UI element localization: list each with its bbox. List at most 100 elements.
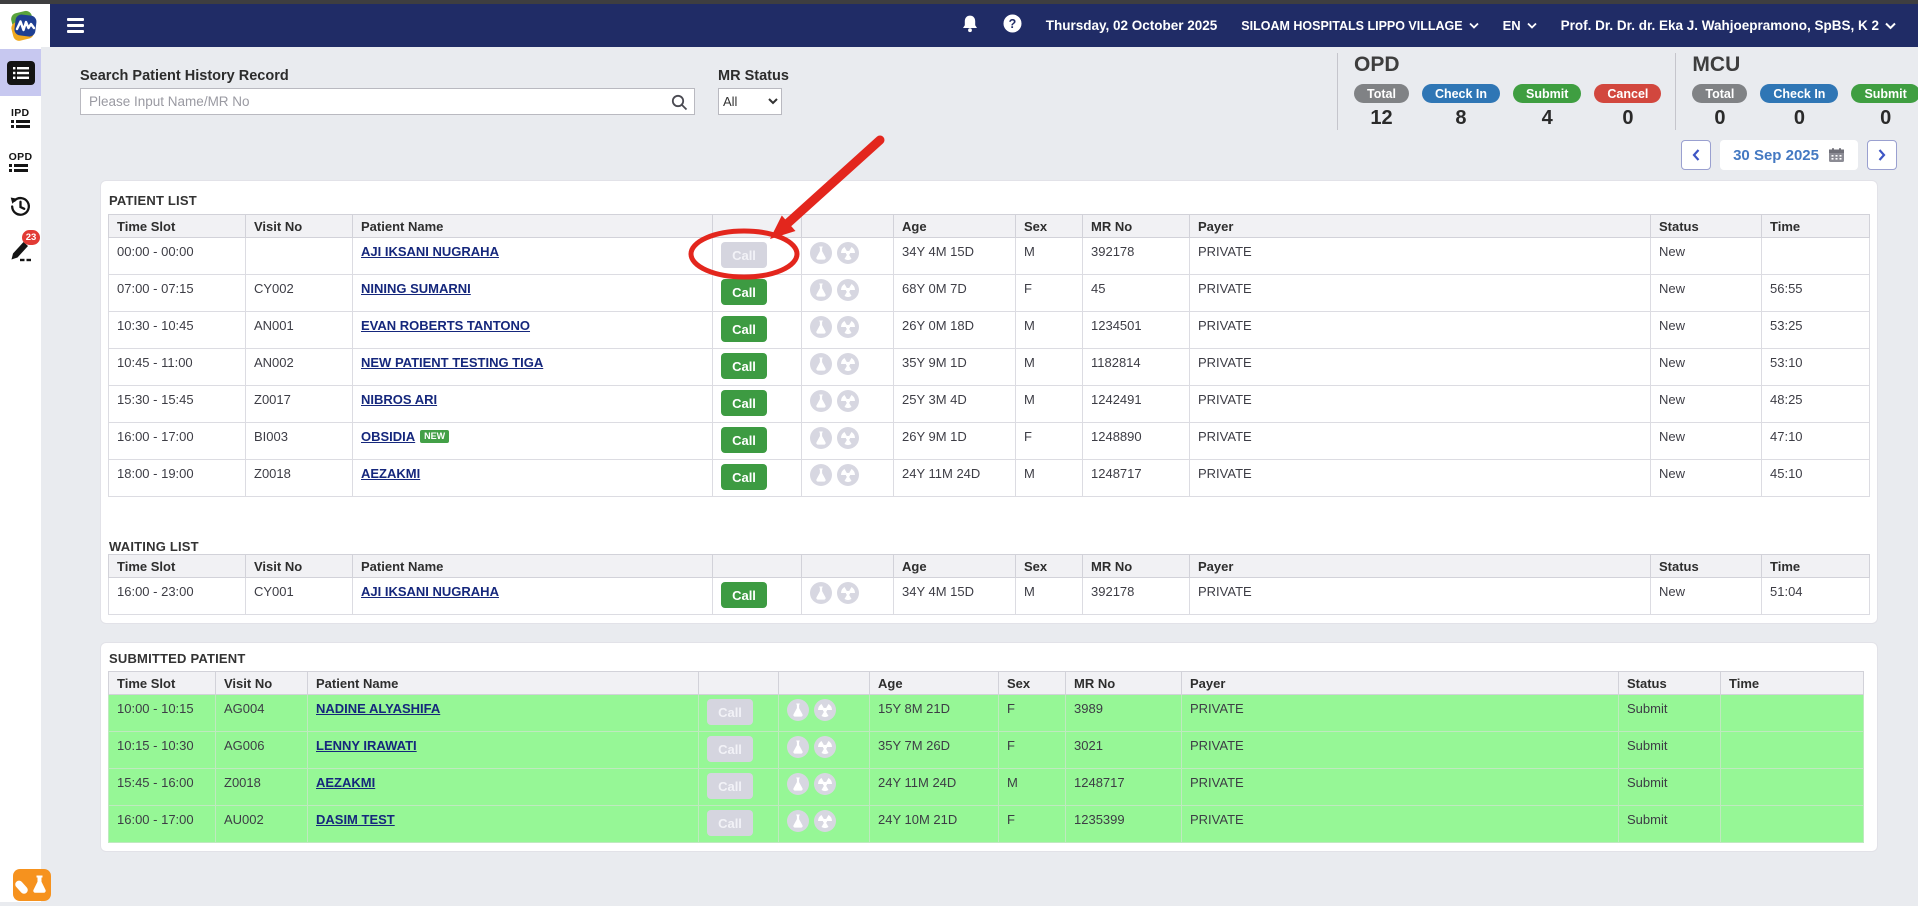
patient-name-link[interactable]: OBSIDIA — [361, 429, 416, 444]
cell-call: Call — [712, 577, 802, 615]
waiting-list-table: Time Slot Visit No Patient Name Age Sex MR No… — [108, 554, 1870, 615]
patient-name-link[interactable]: AEZAKMI — [316, 775, 376, 790]
call-button[interactable]: Call — [721, 390, 767, 416]
opd-title: OPD — [1354, 53, 1400, 76]
column-header — [801, 554, 894, 578]
submitted-patient-title: SUBMITTED PATIENT — [109, 651, 246, 666]
cell-patient-name: EVAN ROBERTS TANTONO — [352, 311, 713, 349]
patient-name-link[interactable]: NADINE ALYASHIFA — [316, 701, 441, 716]
cell-payer: PRIVATE — [1181, 805, 1619, 843]
cell-patient-name: NEW PATIENT TESTING TIGA — [352, 348, 713, 386]
cell-mr-no: 3021 — [1065, 731, 1182, 769]
cell-patient-name: AJI IKSANI NUGRAHA — [352, 577, 713, 615]
submitted-patient-table: Time Slot Visit No Patient Name Age Sex MR No… — [108, 671, 1864, 843]
column-header: Sex — [1015, 554, 1083, 578]
cell-icons — [778, 694, 870, 732]
cell-icons — [801, 459, 894, 497]
cell-patient-name: NIBROS ARI — [352, 385, 713, 423]
patient-name-link[interactable]: LENNY IRAWATI — [316, 738, 417, 753]
cell-payer: PRIVATE — [1189, 237, 1651, 275]
next-day-button[interactable] — [1867, 140, 1897, 170]
opd-stats: OPD Total 12 Check In 8 Submit 4 Cancel 0 — [1337, 53, 1675, 130]
call-button[interactable]: Call — [721, 582, 767, 608]
bell-icon[interactable] — [961, 14, 979, 38]
column-header: Age — [869, 671, 999, 695]
stat-value-total: 0 — [1714, 107, 1726, 129]
patient-name-link[interactable]: AEZAKMI — [361, 466, 421, 481]
call-button[interactable]: Call — [721, 353, 767, 379]
call-button[interactable]: Call — [721, 464, 767, 490]
previous-day-button[interactable] — [1681, 140, 1712, 170]
cell-age: 35Y 9M 1D — [893, 348, 1016, 386]
patient-list-table: Time Slot Visit No Patient Name Age Sex MR No… — [108, 214, 1870, 497]
call-button[interactable]: Call — [721, 316, 767, 342]
call-button[interactable]: Call — [721, 279, 767, 305]
lab-icon — [787, 773, 809, 798]
patient-name-link[interactable]: AJI IKSANI NUGRAHA — [361, 244, 499, 259]
call-button: Call — [707, 699, 753, 725]
signature-pen-icon — [11, 242, 31, 262]
cell-age: 26Y 0M 18D — [893, 311, 1016, 349]
patient-name-link[interactable]: DASIM TEST — [316, 812, 395, 827]
sidebar-item-history[interactable] — [0, 184, 41, 228]
submitted-row: 10:00 - 10:15 AG004 NADINE ALYASHIFA Call 15… — [108, 694, 1864, 732]
top-strip — [0, 0, 1918, 4]
waiting-list-title: WAITING LIST — [109, 539, 199, 554]
cell-icons — [801, 422, 894, 460]
cell-time-slot: 16:00 - 17:00 — [108, 805, 216, 843]
cell-age: 34Y 4M 15D — [893, 577, 1016, 615]
cell-time: 56:55 — [1761, 274, 1870, 312]
cell-age: 34Y 4M 15D — [893, 237, 1016, 275]
patient-name-link[interactable]: NINING SUMARNI — [361, 281, 471, 296]
search-input[interactable] — [80, 88, 695, 115]
cell-patient-name: NADINE ALYASHIFA — [307, 694, 699, 732]
search-icon[interactable] — [670, 93, 688, 116]
sidebar-item-opd[interactable]: OPD — [0, 140, 41, 184]
patient-name-link[interactable]: NIBROS ARI — [361, 392, 438, 407]
column-header: MR No — [1082, 214, 1190, 238]
table-row: 16:00 - 17:00 BI003 OBSIDIA NEW Call 26Y 9M 1… — [108, 422, 1870, 460]
date-picker[interactable]: 30 Sep 2025 — [1720, 140, 1858, 170]
sidebar-item-signed-documents[interactable]: 23 — [0, 228, 41, 272]
table-row: 16:00 - 23:00 CY001 AJI IKSANI NUGRAHA Call… — [108, 577, 1870, 615]
table-row: 15:30 - 15:45 Z0017 NIBROS ARI Call 25Y 3M 4… — [108, 385, 1870, 423]
sidebar-item-patient-list[interactable] — [0, 49, 41, 96]
cell-patient-name: OBSIDIA NEW — [352, 422, 713, 460]
patient-list-card: PATIENT LIST Time Slot Visit No Patient Na… — [100, 180, 1878, 624]
patient-name-link[interactable]: EVAN ROBERTS TANTONO — [361, 318, 531, 333]
cell-mr-no: 392178 — [1082, 237, 1190, 275]
cell-visit-no: AN001 — [245, 311, 353, 349]
mr-status-select[interactable]: All — [718, 88, 782, 115]
cell-status: Submit — [1618, 768, 1721, 806]
column-header: Payer — [1181, 671, 1619, 695]
cell-status: New — [1650, 311, 1762, 349]
patient-name-link[interactable]: NEW PATIENT TESTING TIGA — [361, 355, 544, 370]
cell-time — [1720, 805, 1864, 843]
cell-age: 24Y 10M 21D — [869, 805, 999, 843]
help-icon[interactable]: ? — [1003, 14, 1022, 38]
column-header: Time Slot — [108, 671, 216, 695]
cell-time-slot: 10:15 - 10:30 — [108, 731, 216, 769]
column-header — [712, 214, 802, 238]
patient-name-link[interactable]: AJI IKSANI NUGRAHA — [361, 584, 499, 599]
radiology-icon — [814, 810, 836, 835]
lab-icon — [810, 353, 832, 378]
lab-icon — [787, 810, 809, 835]
menu-icon[interactable] — [67, 18, 84, 33]
main-content: Search Patient History Record MR Status … — [41, 47, 1918, 902]
column-header: Time Slot — [108, 214, 246, 238]
sidebar-item-ipd[interactable]: IPD — [0, 96, 41, 140]
cell-call: Call — [698, 768, 779, 806]
language-selector[interactable]: EN — [1503, 18, 1537, 33]
cell-call: Call — [712, 459, 802, 497]
current-date: Thursday, 02 October 2025 — [1045, 18, 1218, 33]
pharmacy-lab-icon[interactable] — [13, 869, 51, 906]
call-button[interactable]: Call — [721, 427, 767, 453]
column-header: Payer — [1189, 214, 1651, 238]
hospital-selector[interactable]: SILOAM HOSPITALS LIPPO VILLAGE — [1241, 19, 1479, 33]
cell-visit-no: AN002 — [245, 348, 353, 386]
column-header — [778, 671, 870, 695]
user-menu[interactable]: Prof. Dr. Dr. dr. Eka J. Wahjoepramono, … — [1561, 18, 1896, 33]
mcu-stats: MCU Total 0 Check In 0 Submit 0 — [1675, 53, 1918, 130]
cell-icons — [778, 731, 870, 769]
